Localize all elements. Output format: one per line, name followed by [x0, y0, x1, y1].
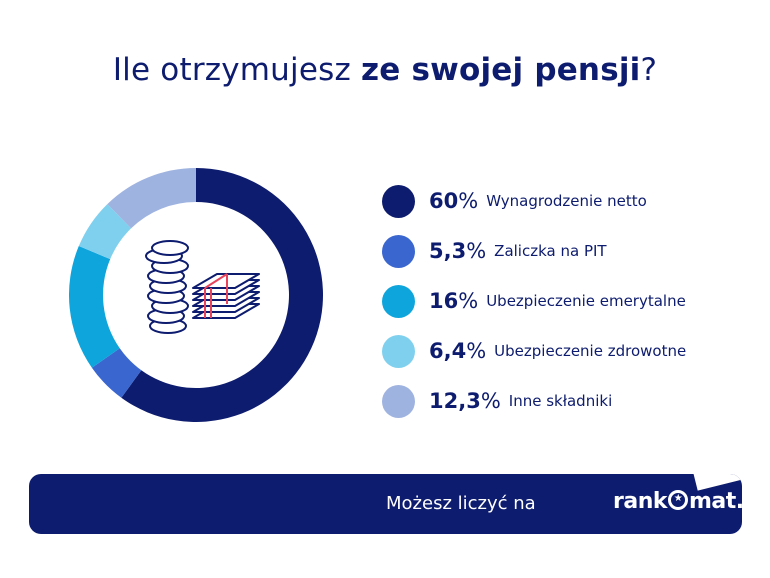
title-prefix: Ile otrzymujesz	[112, 52, 361, 88]
legend-swatch	[382, 184, 415, 218]
legend-value: 5,3%	[429, 239, 486, 263]
legend-value-unit: %	[480, 389, 501, 413]
legend-value-unit: %	[466, 239, 487, 263]
legend-value-number: 12,3	[429, 389, 481, 413]
footer-tagline: Możesz liczyć na	[386, 493, 536, 514]
legend-label: Ubezpieczenie emerytalne	[486, 292, 686, 310]
donut-slice-1	[121, 168, 323, 422]
legend-value: 60%	[429, 189, 478, 213]
donut-slice-4	[78, 204, 132, 260]
legend-value-unit: %	[458, 289, 479, 313]
legend-value-number: 16	[429, 289, 459, 313]
legend-item: 16% Ubezpieczenie emerytalne	[382, 276, 686, 326]
donut-slices	[69, 168, 323, 422]
legend-label: Zaliczka na PIT	[494, 242, 607, 260]
legend-label: Ubezpieczenie zdrowotne	[494, 342, 687, 360]
legend-value-unit: %	[466, 339, 487, 363]
legend-swatch	[382, 284, 415, 318]
legend-item: 6,4% Ubezpieczenie zdrowotne	[382, 326, 686, 376]
legend-item: 12,3% Inne składniki	[382, 376, 686, 426]
legend-value: 12,3%	[429, 389, 501, 413]
legend-swatch	[382, 234, 415, 268]
coins-and-banknotes-icon	[145, 240, 260, 334]
legend-item: 5,3% Zaliczka na PIT	[382, 226, 686, 276]
legend-item: 60% Wynagrodzenie netto	[382, 176, 686, 226]
legend-label: Wynagrodzenie netto	[486, 192, 647, 210]
legend-value: 6,4%	[429, 339, 486, 363]
legend-label: Inne składniki	[508, 392, 613, 410]
legend-value: 16%	[429, 289, 478, 313]
donut-svg	[69, 168, 323, 422]
legend-swatch	[382, 384, 415, 418]
title-bold: ze swojej pensji	[361, 52, 641, 88]
legend-value-number: 5,3	[429, 239, 467, 263]
donut-slice-5	[107, 168, 196, 229]
legend-value-unit: %	[458, 189, 479, 213]
footer-banner: Możesz liczyć na rank★mat.pl	[29, 474, 742, 534]
legend-value-number: 6,4	[429, 339, 467, 363]
chart-legend: 60% Wynagrodzenie netto 5,3% Zaliczka na…	[382, 176, 686, 426]
logo-star-icon: ★	[668, 490, 688, 510]
donut-slice-2	[91, 348, 142, 398]
donut-slice-3	[69, 246, 120, 368]
brand-logo[interactable]: rank★mat.pl	[613, 489, 742, 514]
legend-swatch	[382, 334, 415, 368]
title-suffix: ?	[640, 52, 658, 88]
donut-chart	[69, 168, 323, 422]
chart-title: Ile otrzymujesz ze swojej pensji?	[0, 52, 770, 88]
legend-value-number: 60	[429, 189, 459, 213]
